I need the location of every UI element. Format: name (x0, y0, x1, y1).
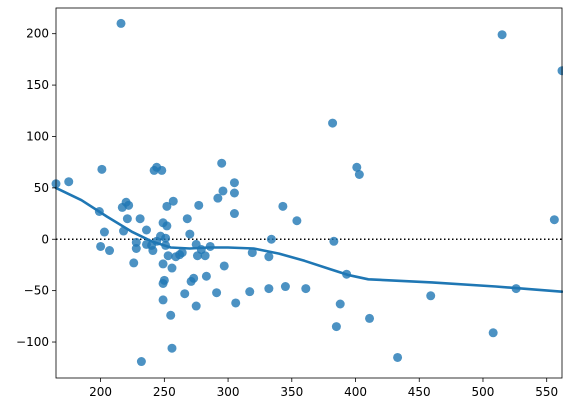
x-tick-label: 200 (89, 385, 112, 399)
data-point (177, 248, 187, 258)
data-point (161, 233, 171, 243)
trend-line (54, 186, 563, 293)
x-tick-label: 350 (280, 385, 303, 399)
x-axis: 200 250 300 350 400 450 500 550 (89, 378, 558, 399)
data-point (141, 225, 151, 235)
data-point (231, 298, 241, 308)
data-point (163, 251, 173, 261)
data-point (328, 118, 338, 128)
data-point (162, 201, 172, 211)
data-point (122, 214, 132, 224)
data-point (245, 287, 255, 297)
data-point (116, 18, 126, 28)
data-point (219, 261, 229, 271)
data-point (201, 271, 211, 281)
x-tick-label: 250 (153, 385, 176, 399)
data-point (167, 263, 177, 273)
data-point (167, 343, 177, 353)
data-point (393, 352, 403, 362)
data-point (131, 244, 141, 253)
data-point (229, 209, 239, 219)
data-point (217, 158, 227, 168)
data-point (213, 193, 223, 203)
data-point (135, 214, 145, 224)
data-point (185, 229, 195, 239)
x-tick-label: 500 (472, 385, 495, 399)
data-point (335, 299, 345, 309)
data-point (105, 246, 115, 256)
data-point (266, 234, 276, 244)
data-point (212, 288, 222, 298)
data-point (148, 246, 158, 256)
data-point (331, 322, 341, 332)
data-point (218, 186, 228, 196)
data-point (162, 221, 172, 231)
data-point (157, 165, 167, 175)
x-tick-label: 450 (408, 385, 431, 399)
data-point (301, 284, 311, 294)
data-point (189, 273, 199, 283)
data-point (129, 258, 139, 268)
data-point (488, 328, 498, 338)
y-tick-label: 200 (26, 27, 49, 41)
data-point (426, 291, 436, 301)
x-tick-label: 300 (217, 385, 240, 399)
trend-layer (54, 186, 563, 293)
data-point (194, 200, 204, 210)
data-point (264, 252, 274, 262)
y-tick-label: −100 (16, 335, 49, 349)
data-point (158, 259, 168, 269)
y-tick-label: 0 (41, 232, 49, 246)
data-point (329, 236, 339, 246)
data-point (158, 295, 168, 305)
data-point (365, 313, 375, 323)
data-point (180, 289, 190, 299)
data-point (159, 275, 169, 285)
data-point (229, 178, 239, 188)
data-point (292, 216, 302, 226)
data-point (497, 30, 507, 40)
data-point (352, 162, 362, 172)
data-point (247, 248, 257, 258)
data-point (168, 196, 178, 206)
data-point (124, 200, 134, 210)
x-tick-label: 400 (344, 385, 367, 399)
data-point (64, 177, 74, 187)
data-point (354, 170, 364, 179)
data-point (131, 237, 141, 247)
data-point (278, 201, 288, 211)
data-point (182, 214, 192, 224)
data-point (549, 215, 559, 225)
data-point (96, 241, 106, 251)
data-point (97, 164, 107, 174)
y-tick-label: 50 (34, 181, 49, 195)
y-tick-label: −50 (24, 284, 49, 298)
points-layer (51, 18, 563, 367)
plot-frame (55, 7, 563, 379)
data-point (191, 301, 201, 311)
data-point (136, 357, 146, 367)
y-tick-label: 150 (26, 78, 49, 92)
y-axis: −100 −50 0 50 100 150 200 (16, 27, 56, 349)
data-point (99, 227, 109, 237)
data-point (166, 310, 176, 320)
data-point (280, 282, 290, 292)
x-tick-label: 550 (535, 385, 558, 399)
data-point (200, 251, 210, 261)
data-point (264, 284, 274, 294)
data-point (229, 188, 239, 198)
y-tick-label: 100 (26, 129, 49, 143)
